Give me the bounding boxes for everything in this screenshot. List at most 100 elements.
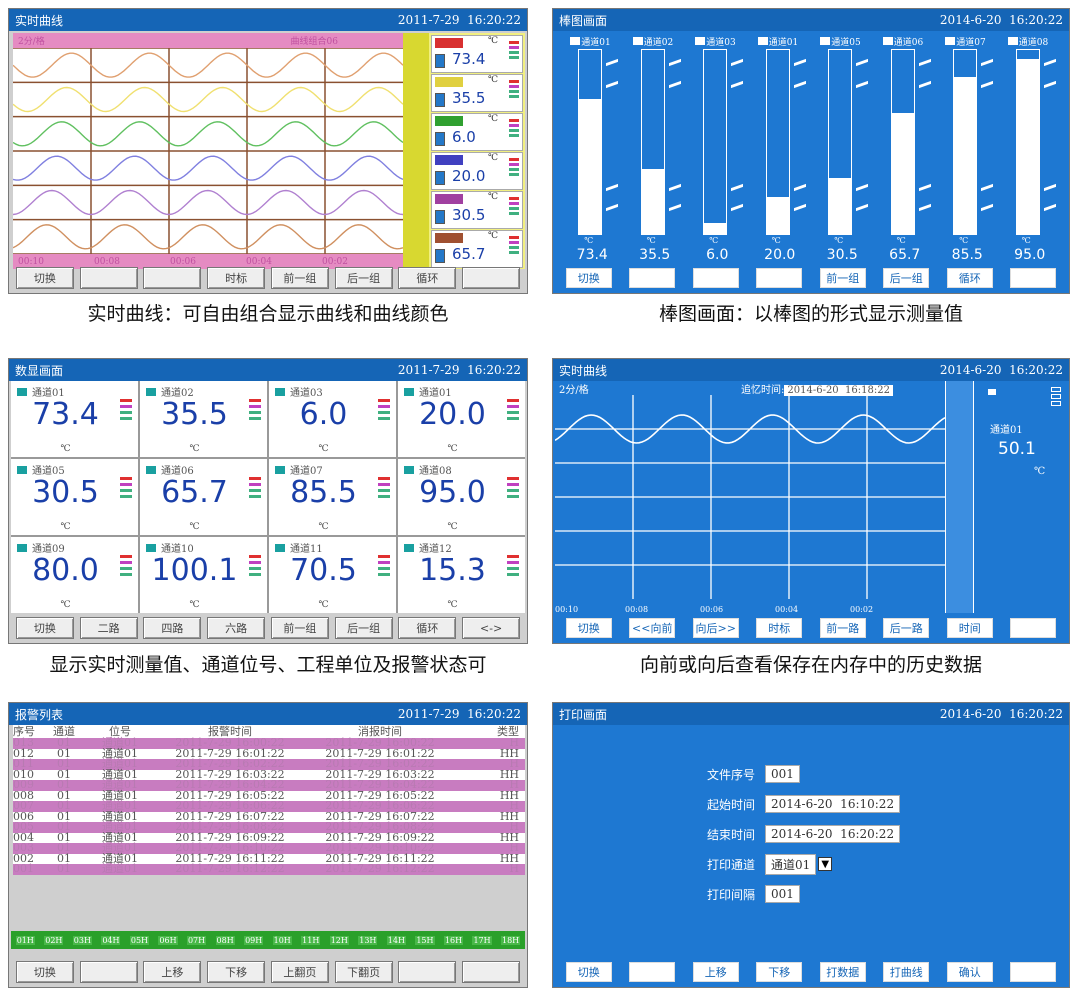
softkey-button[interactable] <box>79 267 138 289</box>
softkey-button[interactable] <box>143 267 202 289</box>
field-input[interactable]: 通道01 <box>765 853 817 875</box>
softkey-button[interactable]: 下移 <box>756 962 803 982</box>
softkey-button[interactable]: 前一组 <box>819 268 866 288</box>
softkey-button[interactable]: 打曲线 <box>883 962 930 982</box>
softkey-button[interactable]: 时标 <box>756 618 803 638</box>
softkey-button[interactable]: 上移 <box>692 962 739 982</box>
table-row[interactable]: 006 01 通道01 2011-7-29 16:07:22 2011-7-29 16:… <box>13 809 525 823</box>
softkey-button[interactable]: 后一组 <box>334 617 393 639</box>
table-row[interactable]: 005 01 通道01 2011-7-29 16:08:22 2011-7-29 16:… <box>13 821 525 833</box>
softkey-button[interactable]: 时标 <box>207 267 266 289</box>
alarm-flag-icon <box>668 203 681 212</box>
softkey-button[interactable]: 下移 <box>207 961 266 983</box>
unit: ℃ <box>1034 466 1046 477</box>
softkey-button[interactable]: 后一组 <box>883 268 930 288</box>
table-row[interactable]: 011 01 通道01 2011-7-29 16:02:22 2011-7-29 16:… <box>13 758 525 770</box>
channel-label: 通道01 <box>17 384 65 399</box>
softkey-button[interactable]: 循环 <box>946 268 993 288</box>
table-cell: 008 <box>13 788 34 802</box>
softkey-button[interactable]: 上翻页 <box>270 961 329 983</box>
softkey-button[interactable]: 六路 <box>207 617 266 639</box>
softkey-button[interactable] <box>462 961 521 983</box>
softkey-button[interactable]: 循环 <box>398 267 457 289</box>
table-row[interactable]: 002 01 通道01 2011-7-29 16:11:22 2011-7-29 16:… <box>13 853 525 864</box>
realtime-curve-panel: 实时曲线 2011-7-29 16:20:22 2分/格 曲线组合06 00:1… <box>8 8 528 294</box>
table-row[interactable]: 001 01 通道01 2011-7-29 16:12:22 2011-7-29 16:… <box>13 862 525 875</box>
field-input[interactable]: 2014-6-20 16:10:22 <box>765 795 901 813</box>
softkey-button[interactable]: 时间 <box>946 618 993 638</box>
caption: 棒图画面：以棒图的形式显示测量值 <box>658 303 963 325</box>
alarm-flag-icon <box>793 58 806 67</box>
value-cell: 通道12 15.3 ℃ <box>398 537 525 613</box>
alarm-status-strip: 01H 02H 03H 04H 05H 06H 07H 08H 09H 10H 11H 12H 13H 1… <box>11 931 525 949</box>
table-row[interactable]: 013 01 通道01 2011-7-29 16:00:22 2011-7-29 16:… <box>13 737 525 749</box>
softkey-button[interactable] <box>79 961 138 983</box>
softkey-button[interactable] <box>398 961 457 983</box>
bar-value: 85.5 <box>951 247 983 263</box>
softkey-button[interactable]: 上移 <box>143 961 202 983</box>
softkey-button[interactable]: 向后>> <box>692 618 739 638</box>
table-cell: 01 <box>57 809 71 823</box>
softkey-button[interactable]: 打数据 <box>819 962 866 982</box>
dropdown-arrow-icon[interactable]: ▼ <box>818 857 833 871</box>
alarm-status-cell: 15H <box>415 935 435 945</box>
field-input[interactable]: 2014-6-20 16:20:22 <box>765 825 901 843</box>
softkey-button[interactable] <box>692 268 739 288</box>
softkey-button[interactable]: <<向前 <box>629 618 676 638</box>
alarm-indicator-icon <box>507 399 519 423</box>
softkey-button[interactable]: 下翻页 <box>334 961 393 983</box>
alarm-status-cell: 14H <box>386 935 406 945</box>
table-cell: 2011-7-29 16:12:22 <box>175 862 285 875</box>
table-row[interactable]: 010 01 通道01 2011-7-29 16:03:22 2011-7-29 16:… <box>13 769 525 780</box>
channel-readout: 通道01 50.1 ℃ <box>973 381 1069 613</box>
table-row[interactable]: 004 01 通道01 2011-7-29 16:09:22 2011-7-29 16:… <box>13 832 525 843</box>
channel-value: 6.0 <box>299 397 348 432</box>
softkey-button[interactable] <box>462 267 521 289</box>
alarm-status-cell: 02H <box>44 935 64 945</box>
softkey-button[interactable]: <-> <box>462 617 521 639</box>
table-row[interactable]: 012 01 通道01 2011-7-29 16:01:22 2011-7-29 16:… <box>13 748 525 759</box>
tick-label: 00:06 <box>700 605 724 614</box>
unit: ℃ <box>447 444 458 454</box>
softkey-button[interactable] <box>1010 962 1057 982</box>
softkey-button[interactable] <box>756 268 803 288</box>
alarm-indicator-icon <box>507 477 519 501</box>
softkey-button[interactable]: 切换 <box>15 617 74 639</box>
table-row[interactable]: 003 01 通道01 2011-7-29 16:10:22 2011-7-29 16:… <box>13 841 525 854</box>
form-row: 结束时间 2014-6-20 16:20:22 <box>673 819 901 849</box>
softkey-button[interactable]: 切换 <box>565 962 612 982</box>
bar-tube <box>1015 49 1040 235</box>
table-row[interactable]: 008 01 通道01 2011-7-29 16:05:22 2011-7-29 16:… <box>13 788 525 802</box>
softkey-button[interactable] <box>1010 618 1057 638</box>
softkey-button[interactable]: 后一路 <box>883 618 930 638</box>
table-cell: 01 <box>57 788 71 802</box>
softkey-button[interactable]: 前一路 <box>819 618 866 638</box>
softkey-button[interactable] <box>629 268 676 288</box>
field-input[interactable]: 001 <box>765 765 800 783</box>
screen-title: 数显画面 <box>15 363 64 378</box>
field-input[interactable]: 001 <box>765 885 800 903</box>
alarm-indicator-icon <box>120 399 132 423</box>
table-cell: 通道01 <box>102 841 138 854</box>
softkey-button[interactable]: 切换 <box>565 268 612 288</box>
softkey-button[interactable]: 前一组 <box>270 617 329 639</box>
table-row[interactable]: 007 01 通道01 2011-7-29 16:06:22 2011-7-29 16:… <box>13 800 525 812</box>
channel-value: 30.5 <box>452 206 486 224</box>
screen-title: 报警列表 <box>15 707 64 722</box>
softkey-button[interactable]: 确认 <box>946 962 993 982</box>
channel-label: 通道08 <box>404 462 452 477</box>
softkey-button[interactable]: 四路 <box>143 617 202 639</box>
softkey-button[interactable]: 前一组 <box>270 267 329 289</box>
value-cell: 通道09 80.0 ℃ <box>11 537 138 613</box>
softkey-button[interactable]: 后一组 <box>334 267 393 289</box>
softkey-button[interactable]: 切换 <box>15 961 74 983</box>
softkey-button[interactable] <box>629 962 676 982</box>
bar-label: 通道08 <box>1007 35 1048 48</box>
softkey-button[interactable] <box>1010 268 1057 288</box>
softkey-button[interactable]: 切换 <box>565 618 612 638</box>
softkey-button[interactable]: 循环 <box>398 617 457 639</box>
softkey-button[interactable]: 二路 <box>79 617 138 639</box>
table-row[interactable]: 009 01 通道01 2011-7-29 16:04:22 2011-7-29 16:… <box>13 779 525 791</box>
alarm-indicator-icon <box>509 158 519 178</box>
softkey-button[interactable]: 切换 <box>15 267 74 289</box>
